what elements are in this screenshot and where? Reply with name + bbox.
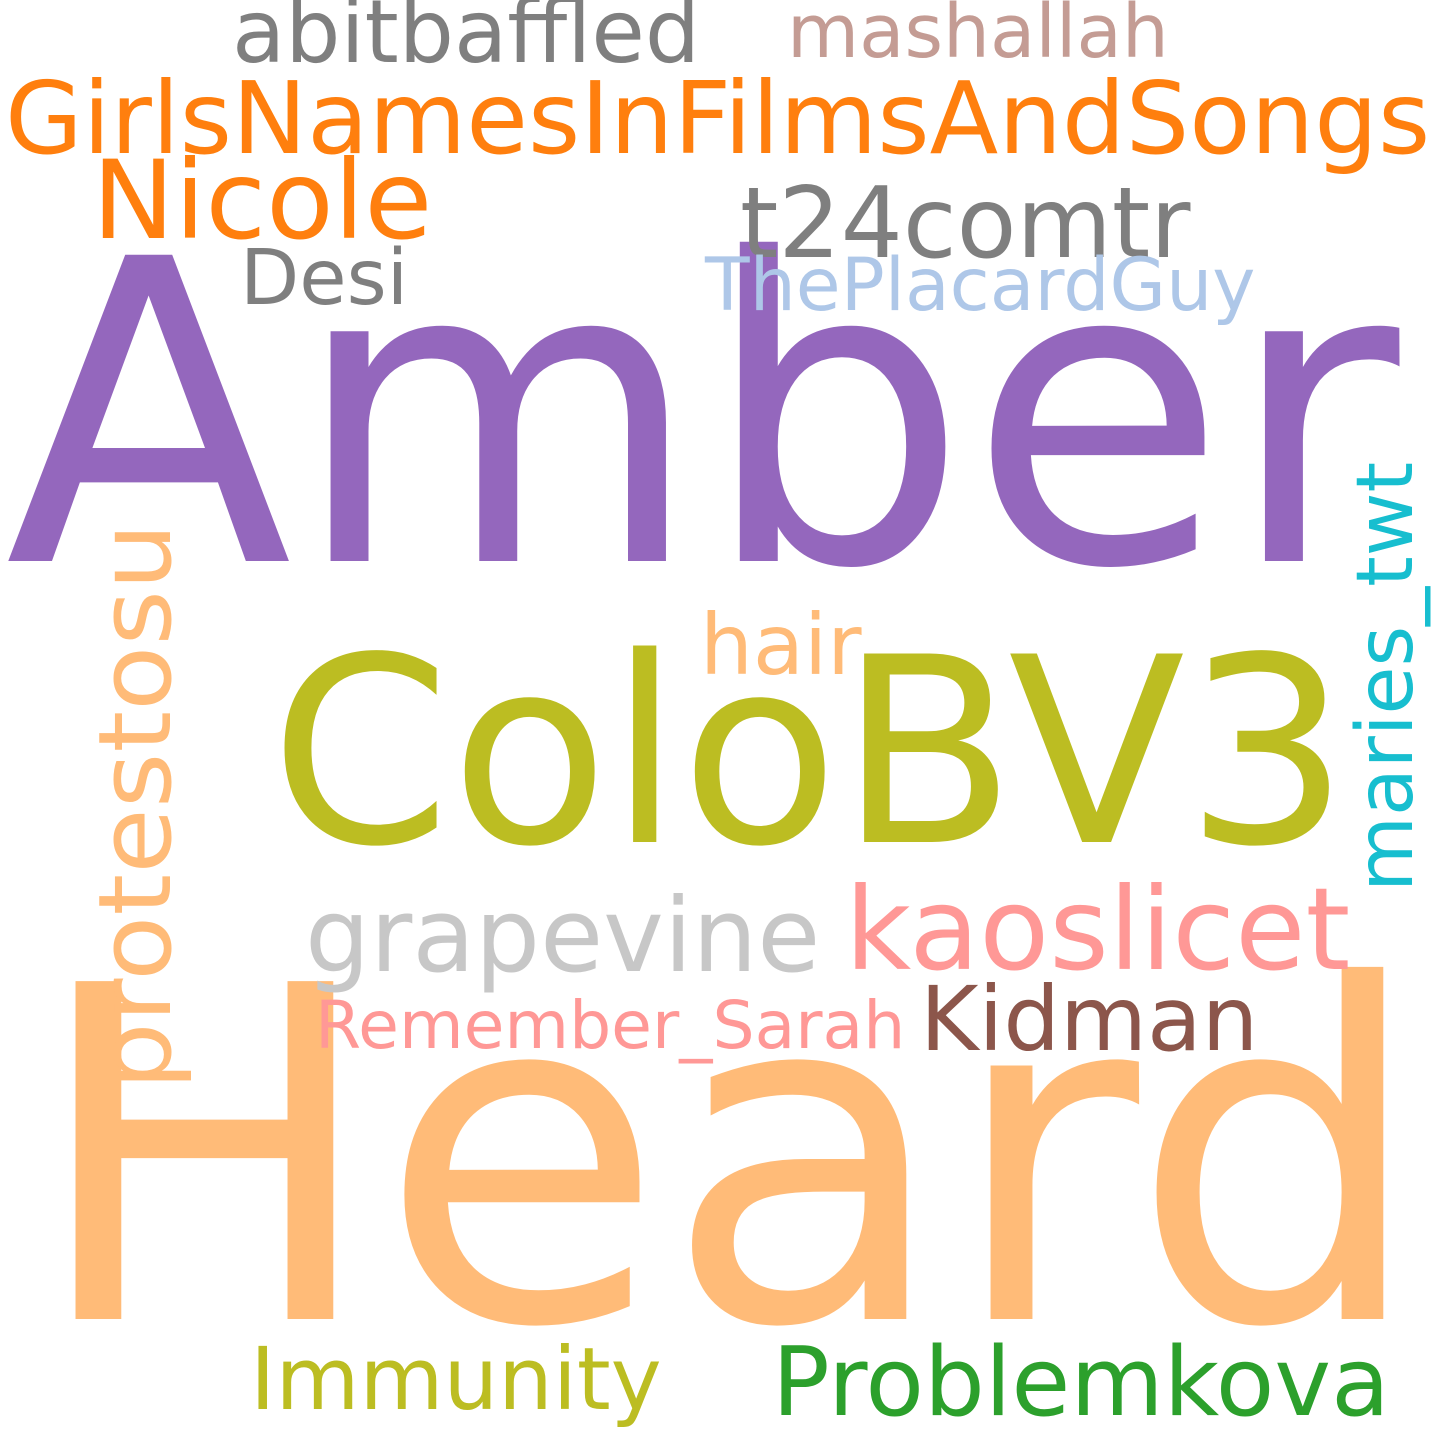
word-nicole: Nicole — [92, 136, 433, 264]
word-hair: hair — [700, 597, 862, 695]
word-abitbaffled: abitbaffled — [232, 0, 701, 83]
word-grapevine: grapevine — [305, 877, 821, 997]
word-remember-sarah: Remember_Sarah — [315, 985, 906, 1064]
word-heard: Heard — [30, 890, 1426, 1430]
word-amber: Amber — [5, 171, 1400, 661]
word-kidman: Kidman — [920, 967, 1259, 1072]
word-t24comtr: t24comtr — [740, 167, 1191, 282]
word-mashallah: mashallah — [787, 0, 1169, 75]
word-problemkova: Problemkova — [772, 1326, 1390, 1439]
word-immunity: Immunity — [250, 1329, 662, 1430]
word-desi: Desi — [240, 233, 409, 323]
word-maries-twt: maries_twt — [1341, 461, 1431, 892]
word-protestosu: protestosu — [75, 522, 194, 1090]
word-colobv3: ColoBV3 — [270, 601, 1350, 903]
word-girlsnamesinfilmsandsongs: GirlsNamesInFilmsAndSongs — [5, 59, 1431, 177]
word-kaoslicet: kaoslicet — [845, 862, 1351, 996]
word-theplacardguy: ThePlacardGuy — [705, 242, 1256, 328]
